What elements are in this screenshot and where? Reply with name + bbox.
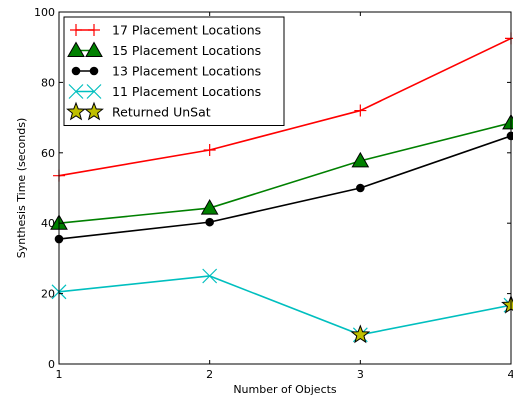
y-tick-label: 100 xyxy=(34,6,55,19)
legend-marker xyxy=(71,66,81,76)
y-tick-label: 80 xyxy=(41,76,55,89)
y-tick-label: 60 xyxy=(41,147,55,160)
legend-label: 15 Placement Locations xyxy=(112,43,261,58)
legend-marker xyxy=(84,101,104,121)
legend-marker xyxy=(67,41,85,57)
legend: 17 Placement Locations 15 Placement Locat… xyxy=(63,16,285,126)
data-point xyxy=(354,104,367,117)
x-tick-label: 3 xyxy=(357,368,364,381)
series-line xyxy=(58,122,512,224)
legend-marker xyxy=(70,24,82,36)
legend-label: 11 Placement Locations xyxy=(112,84,261,99)
x-tick-label: 4 xyxy=(508,368,513,381)
legend-label: 17 Placement Locations xyxy=(112,23,261,38)
legend-box xyxy=(63,16,285,126)
data-point xyxy=(351,151,370,168)
series-line xyxy=(58,37,512,177)
data-point xyxy=(203,143,216,156)
x-axis-label: Number of Objects xyxy=(233,383,337,396)
legend-marker xyxy=(86,84,102,99)
legend-marker xyxy=(66,101,86,121)
legend-marker xyxy=(89,66,99,76)
y-tick-label: 0 xyxy=(48,358,55,371)
series-line xyxy=(58,135,512,240)
data-point xyxy=(505,32,513,45)
legend-marker xyxy=(88,24,100,36)
y-tick-label: 40 xyxy=(41,217,55,230)
series-line xyxy=(58,275,512,336)
y-tick-label: 20 xyxy=(41,288,55,301)
data-point xyxy=(356,183,365,193)
series-layer xyxy=(58,37,512,336)
legend-label: Returned UnSat xyxy=(112,105,211,120)
data-point xyxy=(200,199,219,215)
plot-frame xyxy=(58,11,512,365)
data-point xyxy=(202,268,218,284)
legend-marker xyxy=(85,41,103,57)
data-point xyxy=(205,217,214,227)
legend-label: 13 Placement Locations xyxy=(112,64,261,79)
y-axis-label: Synthesis Time (seconds) xyxy=(15,118,28,259)
legend-marker xyxy=(68,84,84,99)
x-tick-label: 1 xyxy=(56,368,63,381)
data-point xyxy=(506,131,513,141)
unsat-star-marker xyxy=(350,324,371,344)
x-tick-label: 2 xyxy=(206,368,213,381)
